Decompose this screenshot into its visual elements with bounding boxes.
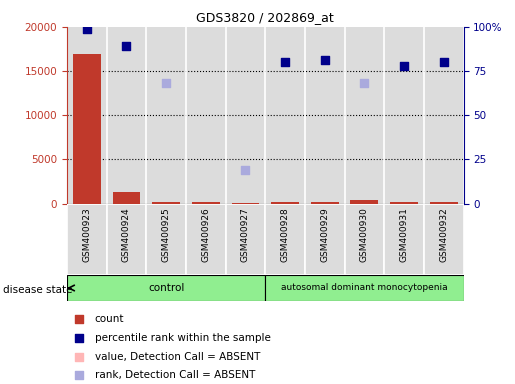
Title: GDS3820 / 202869_at: GDS3820 / 202869_at xyxy=(196,11,334,24)
Text: rank, Detection Call = ABSENT: rank, Detection Call = ABSENT xyxy=(95,370,255,380)
Bar xyxy=(345,27,384,204)
Point xyxy=(360,80,369,86)
Bar xyxy=(107,27,146,204)
Bar xyxy=(265,204,305,275)
Bar xyxy=(384,27,424,204)
Text: autosomal dominant monocytopenia: autosomal dominant monocytopenia xyxy=(281,283,448,293)
Bar xyxy=(430,202,457,204)
Bar xyxy=(424,204,464,275)
Point xyxy=(440,59,448,65)
Bar xyxy=(113,192,140,204)
Text: GSM400927: GSM400927 xyxy=(241,207,250,262)
Bar xyxy=(152,202,180,204)
Text: count: count xyxy=(95,314,124,324)
Point xyxy=(123,43,131,50)
Bar xyxy=(305,204,345,275)
Bar xyxy=(265,275,464,301)
Bar xyxy=(146,27,186,204)
Bar xyxy=(265,27,305,204)
Bar xyxy=(186,204,226,275)
Point xyxy=(82,26,91,32)
Bar xyxy=(345,204,384,275)
Bar xyxy=(305,27,345,204)
Bar xyxy=(424,27,464,204)
Text: GSM400926: GSM400926 xyxy=(201,207,210,262)
Bar xyxy=(146,204,186,275)
Text: disease state: disease state xyxy=(3,285,72,295)
Text: GSM400925: GSM400925 xyxy=(162,207,170,262)
Text: GSM400929: GSM400929 xyxy=(320,207,329,262)
Bar xyxy=(232,203,259,204)
Bar xyxy=(67,275,265,301)
Bar xyxy=(351,200,378,204)
Bar xyxy=(226,204,265,275)
Bar xyxy=(226,27,265,204)
Text: GSM400924: GSM400924 xyxy=(122,207,131,262)
Point xyxy=(369,260,377,266)
Bar xyxy=(67,27,107,204)
Text: GSM400932: GSM400932 xyxy=(439,207,448,262)
Point xyxy=(369,91,377,98)
Text: percentile rank within the sample: percentile rank within the sample xyxy=(95,333,270,343)
Point xyxy=(162,80,170,86)
Bar xyxy=(107,204,146,275)
Text: GSM400923: GSM400923 xyxy=(82,207,91,262)
Bar xyxy=(67,204,107,275)
Text: GSM400931: GSM400931 xyxy=(400,207,408,262)
Bar xyxy=(192,202,219,204)
Text: GSM400930: GSM400930 xyxy=(360,207,369,262)
Point xyxy=(400,63,408,69)
Bar xyxy=(73,54,100,204)
Text: GSM400928: GSM400928 xyxy=(281,207,289,262)
Text: value, Detection Call = ABSENT: value, Detection Call = ABSENT xyxy=(95,352,260,362)
Text: control: control xyxy=(148,283,184,293)
Bar xyxy=(271,202,299,204)
Bar xyxy=(311,202,338,204)
Bar xyxy=(186,27,226,204)
Point xyxy=(320,57,329,63)
Point xyxy=(281,59,289,65)
Bar xyxy=(390,202,418,204)
Point xyxy=(241,167,249,173)
Bar xyxy=(384,204,424,275)
